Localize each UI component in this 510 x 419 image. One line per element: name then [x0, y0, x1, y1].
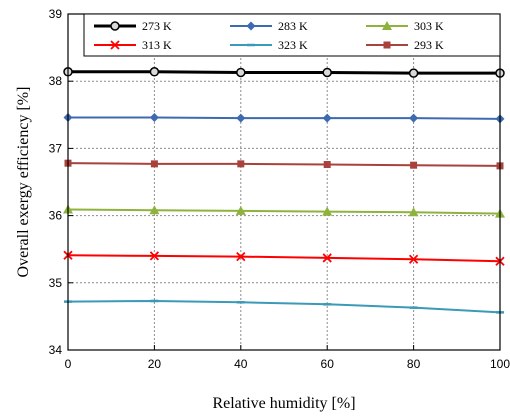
x-tick-label: 100 — [490, 357, 510, 371]
data-point — [409, 113, 419, 123]
legend-box — [83, 13, 501, 57]
data-point — [149, 112, 159, 122]
y-tick-label: 38 — [49, 74, 63, 88]
data-point — [408, 68, 419, 78]
data-point — [236, 67, 246, 78]
series-line — [67, 162, 501, 167]
data-point — [408, 207, 419, 217]
y-tick-label: 37 — [49, 141, 63, 155]
series-line — [67, 254, 501, 263]
x-tick-label: 80 — [407, 357, 421, 371]
legend-entry: 283 K — [230, 19, 308, 33]
legend-label: 273 K — [142, 19, 172, 33]
data-point — [322, 67, 332, 78]
x-axis-title: Relative humidity [%] — [212, 395, 355, 412]
data-point — [323, 161, 331, 169]
data-point — [322, 253, 332, 263]
data-point — [149, 67, 160, 77]
legend-marker — [110, 40, 120, 50]
legend-label: 313 K — [142, 38, 172, 52]
plot-frame — [67, 13, 501, 351]
x-tick-label: 60 — [321, 357, 335, 371]
legend-label: 303 K — [414, 19, 444, 33]
legend: 273 K 283 K 303 K 313 K 323 K 293 K — [83, 13, 501, 57]
data-point — [150, 160, 158, 168]
series-273k — [63, 67, 505, 78]
y-tick-label: 35 — [49, 276, 63, 290]
data-point — [149, 251, 160, 261]
data-point — [235, 205, 246, 215]
series-323k — [64, 299, 504, 314]
series-line — [67, 299, 501, 314]
legend-entry: 303 K — [366, 19, 444, 33]
legend-marker — [382, 21, 392, 30]
ticks-layer: 34 35 36 37 38 39 0 20 40 60 80 100 — [49, 7, 510, 371]
data-point — [322, 206, 333, 216]
data-point — [236, 251, 246, 262]
data-point — [410, 161, 418, 169]
data-point — [408, 254, 419, 264]
legend-entry: 323 K — [230, 38, 308, 52]
legend-entry: 273 K — [94, 19, 172, 33]
series-303k — [63, 204, 505, 218]
legend-marker — [110, 21, 120, 31]
legend-label: 293 K — [414, 38, 444, 52]
y-tick-label: 39 — [49, 7, 63, 21]
series-layer — [63, 67, 505, 314]
x-tick-label: 0 — [65, 357, 72, 371]
y-tick-label: 36 — [49, 209, 63, 223]
x-tick-label: 20 — [148, 357, 162, 371]
legend-marker — [246, 21, 256, 31]
series-283k — [63, 112, 505, 124]
legend-label: 323 K — [278, 38, 308, 52]
legend-entry: 313 K — [94, 38, 172, 52]
data-point — [237, 160, 245, 168]
legend-marker — [383, 41, 391, 49]
y-axis-title: Overall exergy efficiency [%] — [15, 87, 32, 278]
y-tick-label: 34 — [49, 343, 63, 357]
series-line — [68, 70, 500, 75]
series-313k — [63, 250, 505, 266]
series-line — [68, 116, 501, 120]
data-point — [322, 113, 332, 123]
data-point — [236, 113, 246, 123]
x-tick-label: 40 — [234, 357, 248, 371]
series-293k — [64, 159, 504, 170]
legend-label: 283 K — [278, 19, 308, 33]
legend-entry: 293 K — [366, 38, 444, 52]
series-line — [67, 208, 501, 215]
grid-layer — [68, 14, 500, 350]
data-point — [149, 205, 160, 215]
